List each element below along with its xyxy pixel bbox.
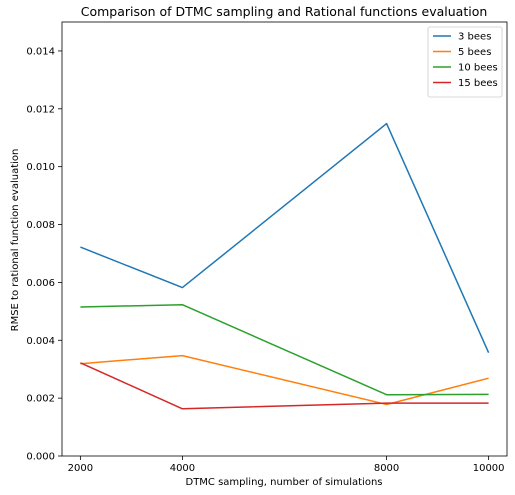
x-axis-label: DTMC sampling, number of simulations — [186, 477, 383, 488]
chart-title: Comparison of DTMC sampling and Rational… — [81, 4, 488, 19]
y-tick-label: 0.012 — [26, 104, 55, 115]
y-tick-label: 0.002 — [26, 394, 55, 405]
y-axis-label: RMSE to rational function evaluation — [10, 149, 21, 332]
x-axis: 2000 4000 8000 10000 — [68, 456, 505, 474]
series-line-5-bees — [80, 354, 489, 406]
x-tick-label: 2000 — [68, 463, 93, 474]
x-tick-label: 10000 — [473, 463, 505, 474]
plot-area — [61, 21, 508, 457]
legend: 3 bees 5 bees 10 bees 15 bees — [427, 26, 503, 98]
x-tick-label: 4000 — [170, 463, 195, 474]
y-tick-label: 0.004 — [26, 336, 55, 347]
y-tick-label: 0.006 — [26, 278, 55, 289]
y-axis: 0.000 0.002 0.004 0.006 0.008 0.010 0.012 0.014 — [26, 46, 62, 463]
y-tick-label: 0.000 — [26, 452, 55, 463]
series-layer — [80, 122, 490, 410]
y-tick-label: 0.008 — [26, 220, 55, 231]
legend-entry: 3 bees — [458, 32, 491, 43]
legend-entry: 15 bees — [458, 78, 498, 89]
y-tick-label: 0.010 — [26, 162, 55, 173]
x-tick-label: 8000 — [374, 463, 399, 474]
series-line-10-bees — [80, 303, 489, 396]
legend-entry: 5 bees — [458, 47, 491, 58]
series-line-15-bees — [80, 362, 489, 410]
series-line-3-bees — [80, 122, 490, 354]
plot-frame — [61, 21, 508, 457]
legend-entry: 10 bees — [458, 63, 498, 74]
y-tick-label: 0.014 — [26, 46, 55, 57]
legend-box — [427, 26, 503, 98]
